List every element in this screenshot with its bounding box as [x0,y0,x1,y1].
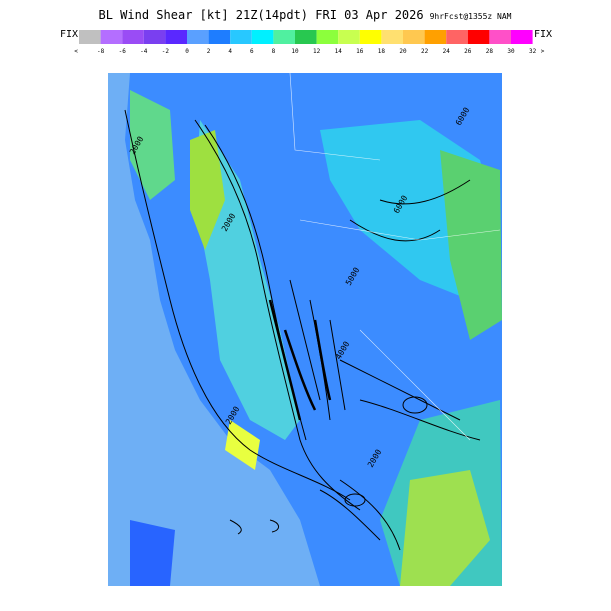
colorbar-swatch [251,30,274,44]
fix-left: FIX [60,29,78,40]
colorbar-label: -6 [119,48,127,55]
colorbar-swatch [489,30,511,44]
colorbar-label: 10 [291,48,299,55]
colorbar-label: 20 [399,48,407,55]
colorbar-label: 6 [250,48,254,55]
colorbar-label: 28 [486,48,494,55]
colorbar: < -8 -6 -4 -2 0 2 4 6 8 10 12 14 16 18 20 22 24 26 28 30 32 > [74,30,545,55]
colorbar-swatch [359,30,382,44]
colorbar-swatch [208,30,231,44]
colorbar-label: 12 [313,48,321,55]
colorbar-swatch [273,30,295,44]
colorbar-swatch [403,30,425,44]
colorbar-label: 32 [529,48,537,55]
colorbar-swatch [338,30,360,44]
colorbar-swatch [187,30,209,44]
colorbar-swatch [424,30,447,44]
colorbar-label: 0 [185,48,189,55]
colorbar-label: 14 [335,48,343,55]
colorbar-label: -4 [140,48,148,55]
colorbar-swatch [295,30,317,44]
colorbar-swatch [100,30,123,44]
colorbar-label: 4 [228,48,232,55]
colorbar-swatch [511,30,533,44]
colorbar-swatch [122,30,144,44]
colorbar-label: 2 [207,48,211,55]
colorbar-swatch [79,30,101,44]
title-main: BL Wind Shear [kt] 21Z(14pdt) FRI 03 Apr… [99,8,424,22]
colorbar-swatch [446,30,468,44]
colorbar-label: -2 [162,48,170,55]
colorbar-label: < [74,48,78,55]
title-sub: 9hrFcst@1355z NAM [430,12,512,21]
colorbar-label: > [541,48,545,55]
colorbar-swatch [381,30,403,44]
colorbar-swatch [165,30,187,44]
colorbar-label: 26 [464,48,472,55]
colorbar-label: 22 [421,48,429,55]
colorbar-swatch [316,30,339,44]
colorbar-label: 16 [356,48,364,55]
colorbar-swatch [230,30,252,44]
colorbar-label: 30 [507,48,515,55]
fix-right: FIX [534,29,552,40]
colorbar-label: 18 [378,48,386,55]
colorbar-label: 8 [272,48,276,55]
colorbar-swatch [143,30,166,44]
colorbar-label: -8 [97,48,105,55]
colorbar-swatch [467,30,490,44]
title: BL Wind Shear [kt] 21Z(14pdt) FRI 03 Apr… [99,8,512,22]
colorbar-label: 24 [443,48,451,55]
